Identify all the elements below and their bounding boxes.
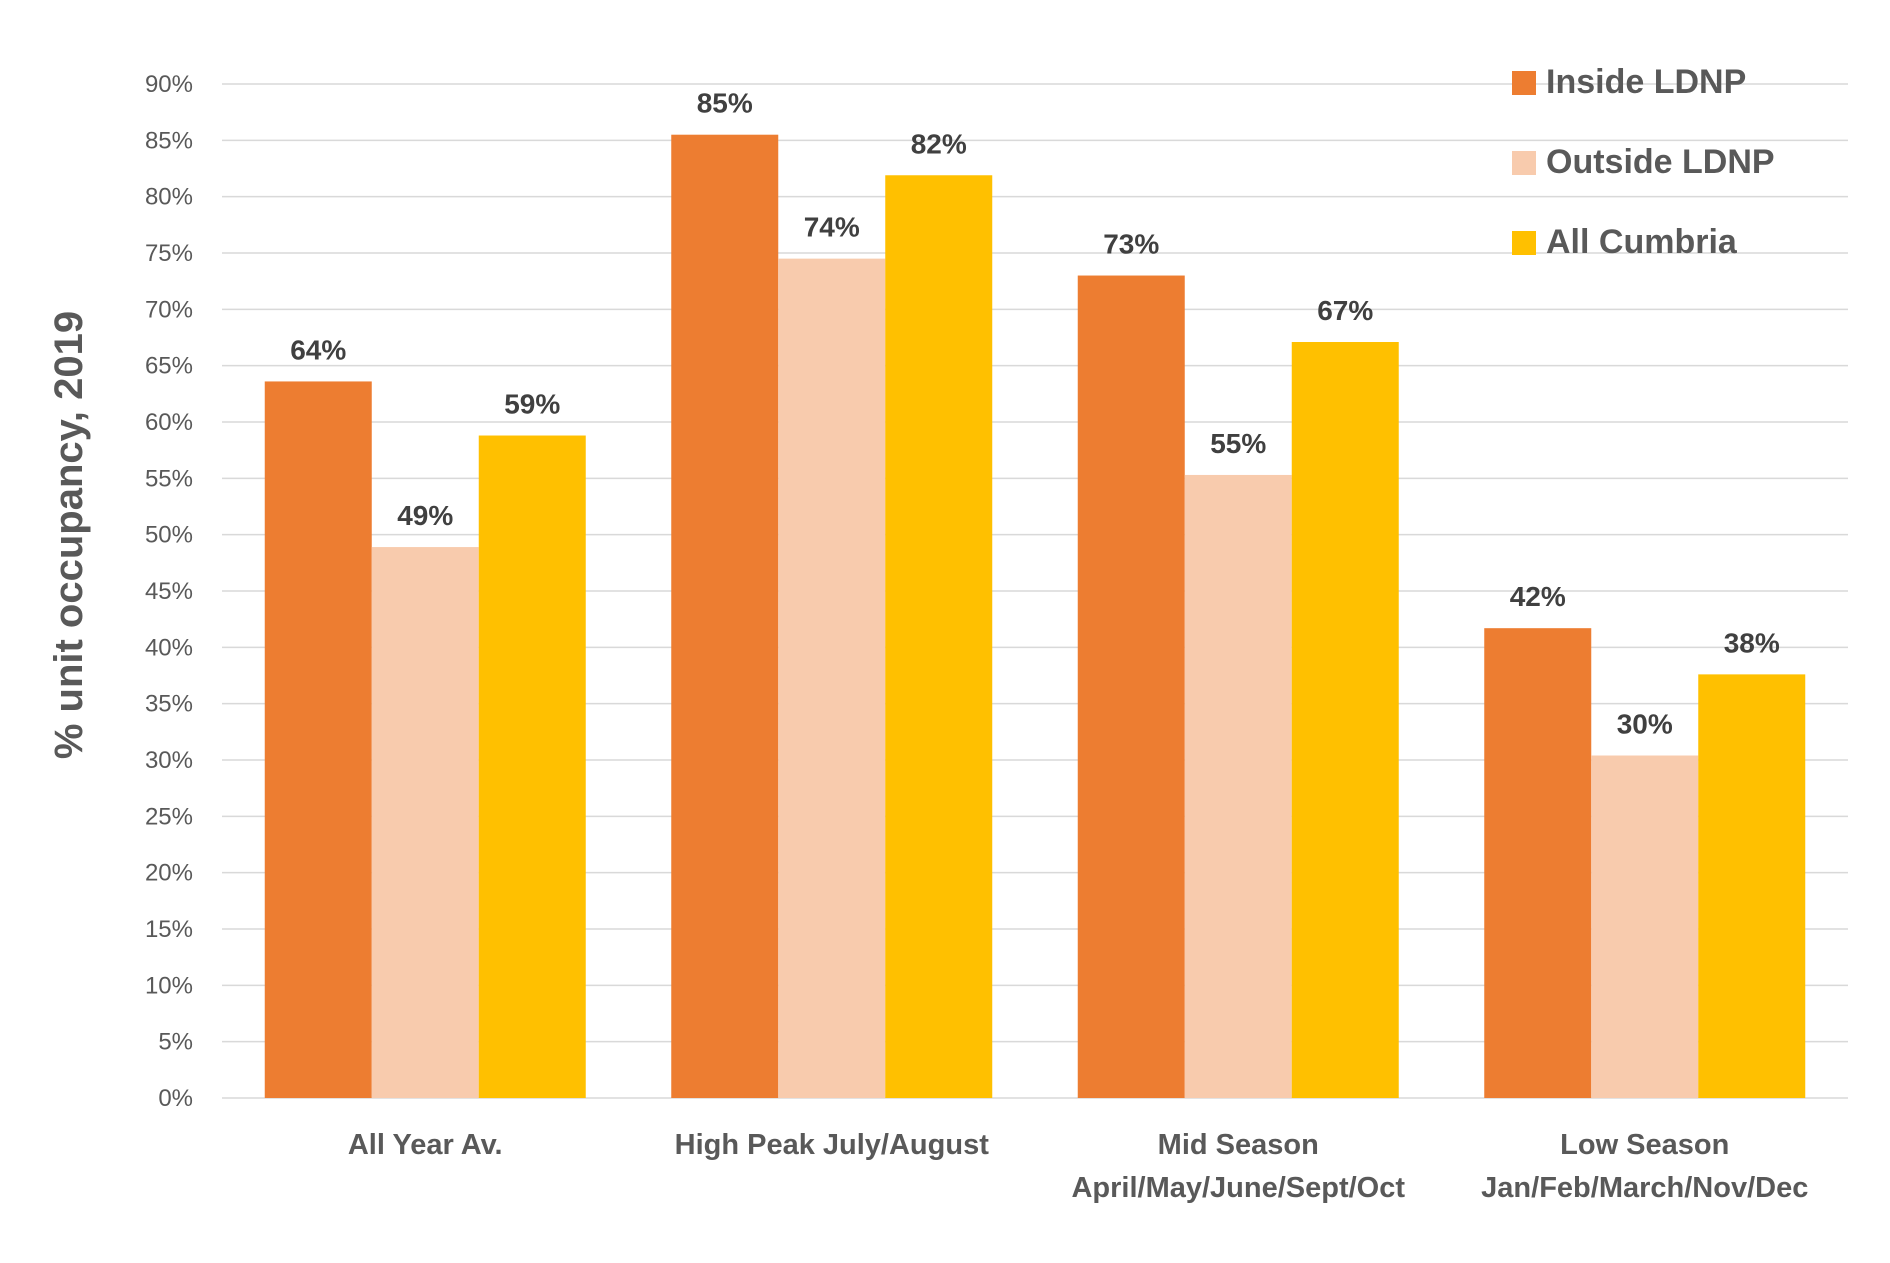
y-tick-label: 20%	[145, 860, 193, 887]
y-tick-label: 0%	[158, 1085, 193, 1112]
bar-all-cumbria	[1698, 674, 1806, 1098]
y-tick-label: 15%	[145, 916, 193, 943]
bar-all-cumbria	[885, 175, 993, 1098]
data-labels: 64% 85% 73% 42% 49% 74% 55% 30% 59% 82% 67% 38%	[290, 88, 1780, 740]
y-axis-ticks: 0% 5% 10% 15% 20% 25% 30% 35% 40% 45% 50% 55% 60% 65%…	[145, 71, 193, 1112]
bar-all-cumbria	[1291, 342, 1399, 1098]
bar-inside-ldnp	[264, 381, 372, 1098]
data-label: 74%	[804, 212, 860, 243]
y-tick-label: 25%	[145, 803, 193, 830]
bar-inside-ldnp	[1484, 628, 1592, 1098]
y-tick-label: 60%	[145, 409, 193, 436]
y-tick-label: 45%	[145, 578, 193, 605]
bar-outside-ldnp	[1184, 474, 1292, 1098]
y-tick-label: 5%	[158, 1029, 193, 1056]
y-tick-label: 65%	[145, 353, 193, 380]
bar-outside-ldnp	[1591, 755, 1699, 1098]
y-tick-label: 70%	[145, 296, 193, 323]
data-label: 73%	[1103, 229, 1159, 260]
x-category-label: All Year Av.	[348, 1129, 503, 1161]
x-category-label: April/May/June/Sept/Oct	[1071, 1172, 1405, 1204]
data-label: 67%	[1317, 295, 1373, 326]
legend-swatch	[1512, 231, 1536, 255]
x-axis-categories: All Year Av. High Peak July/August Mid Sea…	[348, 1129, 1808, 1204]
bars	[264, 134, 1806, 1099]
data-label: 30%	[1617, 708, 1673, 739]
y-tick-label: 80%	[145, 184, 193, 211]
y-tick-label: 40%	[145, 634, 193, 661]
legend-label: All Cumbria	[1546, 223, 1738, 261]
legend-label: Outside LDNP	[1546, 143, 1775, 181]
data-label: 55%	[1210, 428, 1266, 459]
data-label: 82%	[911, 128, 967, 159]
y-tick-label: 30%	[145, 747, 193, 774]
legend-swatch	[1512, 151, 1536, 175]
bar-all-cumbria	[478, 435, 586, 1098]
data-label: 49%	[397, 500, 453, 531]
bar-inside-ldnp	[671, 134, 779, 1098]
y-tick-label: 75%	[145, 240, 193, 267]
legend: Inside LDNP Outside LDNP All Cumbria	[1512, 63, 1775, 261]
bar-inside-ldnp	[1077, 275, 1185, 1098]
x-category-label: Jan/Feb/March/Nov/Dec	[1481, 1172, 1808, 1204]
y-tick-label: 50%	[145, 522, 193, 549]
x-category-label: Mid Season	[1158, 1129, 1319, 1161]
y-tick-label: 55%	[145, 465, 193, 492]
y-axis-label: % unit occupancy, 2019	[47, 311, 91, 759]
bar-outside-ldnp	[371, 547, 479, 1098]
data-label: 59%	[504, 389, 560, 420]
y-tick-label: 85%	[145, 127, 193, 154]
y-tick-label: 10%	[145, 972, 193, 999]
x-category-label: Low Season	[1560, 1129, 1729, 1161]
legend-swatch	[1512, 71, 1536, 95]
x-category-label: High Peak July/August	[675, 1129, 990, 1161]
data-label: 38%	[1724, 627, 1780, 658]
data-label: 85%	[697, 88, 753, 119]
bar-outside-ldnp	[778, 258, 886, 1099]
data-label: 64%	[290, 334, 346, 365]
legend-label: Inside LDNP	[1546, 63, 1746, 101]
y-tick-label: 90%	[145, 71, 193, 98]
y-tick-label: 35%	[145, 691, 193, 718]
data-label: 42%	[1510, 581, 1566, 612]
